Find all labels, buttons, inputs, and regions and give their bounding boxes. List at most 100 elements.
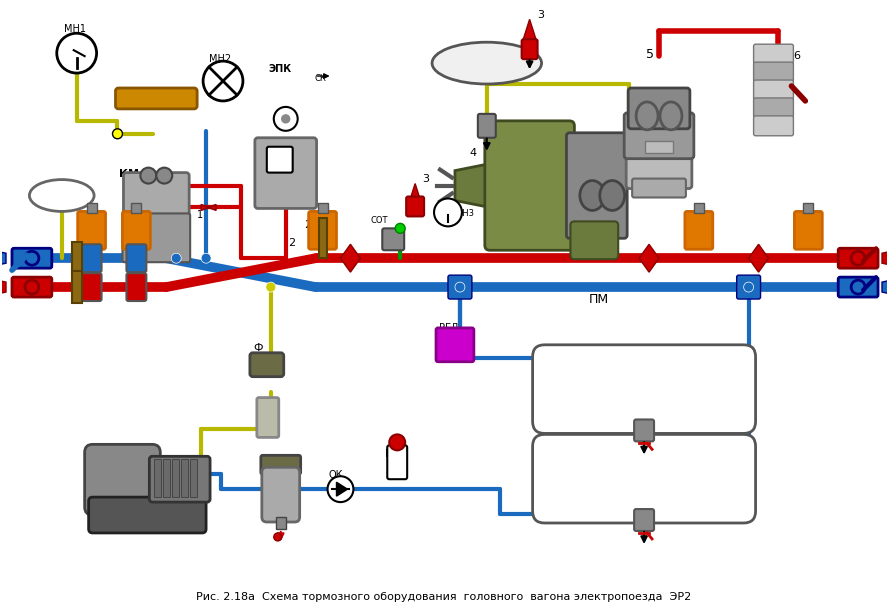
FancyBboxPatch shape (629, 88, 690, 129)
Circle shape (434, 199, 462, 226)
Polygon shape (749, 244, 768, 272)
Bar (645, 141, 673, 153)
Circle shape (389, 434, 405, 450)
Bar (155, 459, 161, 497)
Circle shape (203, 61, 243, 101)
FancyBboxPatch shape (634, 420, 654, 441)
FancyBboxPatch shape (267, 147, 292, 172)
Circle shape (113, 129, 123, 139)
Text: ОК: ОК (329, 470, 343, 480)
FancyBboxPatch shape (478, 114, 496, 137)
Circle shape (266, 282, 276, 292)
Text: 1: 1 (197, 210, 204, 221)
Polygon shape (0, 251, 6, 266)
Bar (72, 271, 82, 303)
FancyBboxPatch shape (566, 133, 627, 238)
Text: 6: 6 (793, 51, 800, 61)
FancyBboxPatch shape (626, 148, 692, 189)
Circle shape (201, 253, 211, 263)
Circle shape (172, 253, 181, 263)
Bar (72, 243, 82, 274)
Text: ГР 170 л: ГР 170 л (609, 474, 658, 484)
FancyBboxPatch shape (84, 444, 160, 515)
Text: Ф: Ф (252, 343, 262, 353)
Circle shape (851, 251, 865, 265)
FancyBboxPatch shape (82, 273, 101, 301)
Bar (276, 517, 285, 529)
FancyBboxPatch shape (436, 328, 474, 362)
Polygon shape (340, 244, 360, 272)
Text: КМ: КМ (119, 169, 140, 178)
Circle shape (396, 224, 405, 233)
Text: РГД: РГД (439, 323, 459, 333)
FancyBboxPatch shape (754, 80, 793, 100)
FancyBboxPatch shape (795, 211, 822, 249)
Polygon shape (455, 164, 490, 208)
Circle shape (282, 115, 290, 123)
Text: СК: СК (315, 73, 326, 82)
FancyBboxPatch shape (838, 248, 878, 268)
FancyBboxPatch shape (116, 88, 197, 109)
FancyBboxPatch shape (754, 44, 793, 64)
FancyBboxPatch shape (257, 398, 279, 437)
Text: 3: 3 (422, 174, 429, 183)
FancyBboxPatch shape (255, 137, 316, 208)
Bar (164, 459, 171, 497)
FancyBboxPatch shape (262, 467, 300, 522)
Text: 2: 2 (289, 238, 296, 248)
FancyBboxPatch shape (12, 277, 52, 297)
Text: УР: УР (47, 192, 60, 202)
FancyBboxPatch shape (382, 229, 404, 251)
Text: 2: 2 (304, 221, 311, 230)
Text: МН2: МН2 (209, 54, 231, 64)
Text: ЗР: ЗР (467, 57, 483, 71)
FancyBboxPatch shape (126, 273, 147, 301)
FancyBboxPatch shape (123, 213, 190, 262)
Text: Рис. 2.18а  Схема тормозного оборудования  головного  вагона электропоезда  ЭР2: Рис. 2.18а Схема тормозного оборудования… (196, 591, 692, 602)
Text: ПМ: ПМ (589, 293, 609, 306)
FancyBboxPatch shape (448, 275, 472, 299)
Polygon shape (882, 251, 889, 266)
Polygon shape (639, 244, 659, 272)
Polygon shape (882, 279, 889, 295)
FancyBboxPatch shape (522, 39, 538, 59)
FancyBboxPatch shape (571, 221, 618, 259)
Bar (804, 203, 813, 213)
FancyBboxPatch shape (388, 445, 407, 479)
Text: К: К (111, 469, 123, 483)
Ellipse shape (432, 42, 541, 84)
FancyBboxPatch shape (533, 345, 756, 433)
Ellipse shape (580, 181, 605, 210)
Text: ф1: ф1 (267, 139, 279, 148)
Circle shape (743, 282, 754, 292)
Circle shape (25, 251, 39, 265)
FancyBboxPatch shape (634, 509, 654, 531)
Polygon shape (201, 205, 209, 210)
Polygon shape (0, 279, 6, 295)
Circle shape (274, 107, 298, 131)
FancyBboxPatch shape (250, 353, 284, 376)
Bar (181, 459, 188, 497)
Circle shape (455, 282, 465, 292)
Circle shape (851, 280, 865, 294)
Text: МН1: МН1 (64, 24, 85, 34)
Circle shape (25, 280, 39, 294)
FancyBboxPatch shape (533, 434, 756, 523)
FancyBboxPatch shape (149, 456, 210, 502)
FancyBboxPatch shape (124, 172, 189, 258)
FancyBboxPatch shape (685, 211, 713, 249)
FancyBboxPatch shape (632, 178, 686, 197)
Circle shape (156, 167, 172, 183)
Bar (132, 203, 141, 213)
FancyBboxPatch shape (754, 116, 793, 136)
Polygon shape (523, 20, 537, 41)
Bar (693, 203, 704, 213)
Polygon shape (208, 205, 216, 210)
Text: МН3: МН3 (455, 209, 474, 218)
Circle shape (327, 476, 354, 502)
Text: 5: 5 (646, 48, 654, 60)
Polygon shape (408, 183, 422, 205)
FancyBboxPatch shape (126, 244, 147, 272)
Text: ЭПК: ЭПК (268, 64, 292, 74)
FancyBboxPatch shape (754, 98, 793, 118)
